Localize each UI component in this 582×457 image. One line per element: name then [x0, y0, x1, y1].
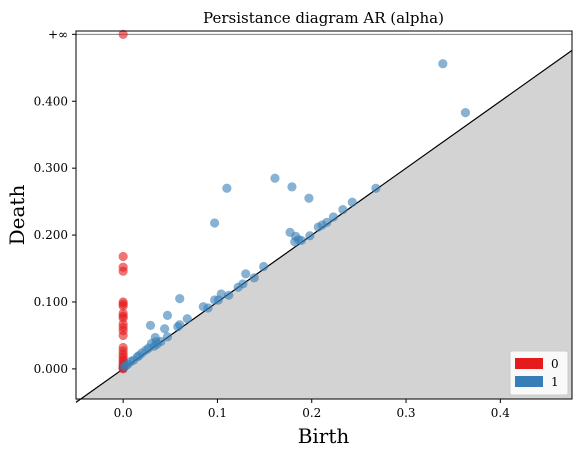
chart-title: Persistance diagram AR (alpha): [203, 9, 444, 27]
data-point-series-1: [249, 273, 259, 283]
data-point-series-1: [182, 314, 192, 324]
data-point-series-1: [198, 302, 208, 312]
x-tick-label: 0.1: [208, 406, 227, 420]
data-point-series-0: [118, 29, 128, 39]
x-tick-label: 0.3: [396, 406, 415, 420]
y-axis-title: Death: [5, 185, 29, 246]
data-point-series-0: [118, 251, 128, 262]
data-point-series-1: [241, 269, 251, 279]
y-tick-label: 0.000: [34, 362, 68, 376]
data-point-series-1: [259, 261, 269, 272]
plot-area: [75, 29, 573, 403]
data-point-series-1: [145, 320, 156, 330]
legend: 01: [509, 350, 569, 396]
data-point-series-1: [304, 193, 314, 203]
data-point-series-0: [118, 330, 128, 341]
x-tick-label: 0.0: [114, 406, 133, 420]
data-point-series-1: [270, 173, 280, 183]
data-point-series-0: [118, 301, 128, 311]
data-point-series-1: [173, 322, 183, 332]
data-point-series-1: [290, 237, 300, 247]
legend-swatch-0: [515, 358, 543, 369]
legend-box: [509, 350, 569, 396]
data-point-series-1: [213, 295, 223, 305]
infinity-tick-label: +∞: [48, 27, 68, 41]
x-tick-label: 0.2: [302, 406, 321, 420]
x-axis-ticks: 0.0 0.1 0.2 0.3 0.4: [114, 399, 510, 420]
data-point-series-1: [222, 183, 232, 193]
data-point-series-0: [118, 266, 128, 276]
x-tick-label: 0.4: [491, 406, 510, 420]
data-point-series-1: [287, 182, 297, 192]
data-point-series-1: [338, 205, 348, 215]
data-point-series-1: [224, 290, 234, 300]
x-axis-title: Birth: [298, 424, 350, 448]
y-tick-label: 0.300: [34, 161, 68, 175]
legend-label-1: 1: [551, 375, 559, 389]
legend-label-0: 0: [551, 357, 559, 371]
data-point-series-1: [162, 310, 173, 320]
data-point-series-1: [371, 183, 381, 193]
data-point-series-1: [305, 231, 315, 241]
data-point-series-1: [347, 197, 357, 207]
legend-swatch-1: [515, 376, 543, 387]
data-point-series-1: [460, 108, 471, 118]
data-point-series-1: [119, 362, 129, 372]
data-point-series-1: [313, 222, 323, 232]
y-axis-ticks: 0.000 0.100 0.200 0.300 0.400: [34, 33, 76, 376]
data-point-series-1: [233, 282, 243, 292]
data-point-series-1: [175, 294, 185, 304]
data-point-series-1: [162, 332, 173, 342]
y-tick-label: 0.100: [34, 295, 68, 309]
points-layer: [118, 29, 471, 374]
y-tick-label: 0.400: [34, 94, 68, 108]
data-point-series-1: [210, 218, 220, 228]
data-point-series-1: [328, 212, 339, 222]
y-tick-label: 0.200: [34, 228, 68, 242]
data-point-series-1: [438, 59, 448, 69]
plot-frame: [75, 30, 573, 400]
data-point-series-1: [160, 324, 170, 334]
